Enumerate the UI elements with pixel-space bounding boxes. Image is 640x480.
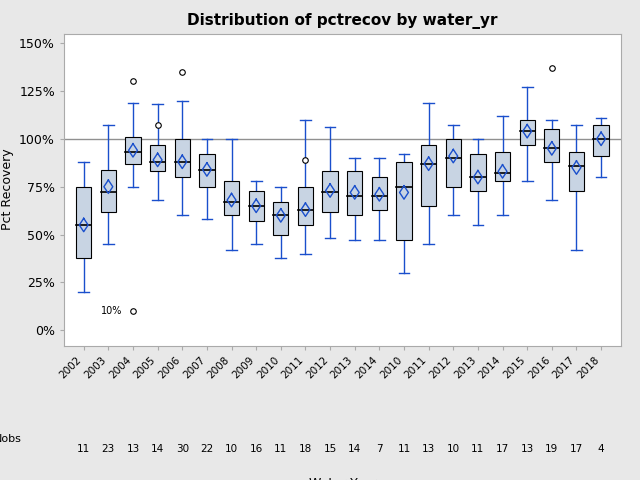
Bar bbox=[396, 162, 412, 240]
Bar bbox=[248, 191, 264, 221]
Bar bbox=[593, 125, 609, 156]
Bar bbox=[544, 129, 559, 162]
Bar bbox=[470, 154, 486, 191]
Bar bbox=[495, 152, 510, 181]
Bar bbox=[421, 144, 436, 206]
Bar bbox=[372, 177, 387, 210]
Bar bbox=[199, 154, 214, 187]
Bar bbox=[569, 152, 584, 191]
Bar bbox=[445, 139, 461, 187]
Title: Distribution of pctrecov by water_yr: Distribution of pctrecov by water_yr bbox=[187, 13, 498, 29]
Bar bbox=[323, 171, 338, 212]
Bar bbox=[224, 181, 239, 216]
Bar bbox=[175, 139, 190, 177]
Bar bbox=[273, 202, 289, 235]
Text: 10%: 10% bbox=[101, 306, 123, 316]
Bar bbox=[347, 171, 362, 216]
Bar bbox=[76, 187, 92, 258]
Bar bbox=[125, 137, 141, 164]
Text: Water Year: Water Year bbox=[308, 477, 376, 480]
Bar bbox=[150, 144, 165, 171]
Bar bbox=[100, 169, 116, 212]
Text: Nobs: Nobs bbox=[0, 434, 22, 444]
Y-axis label: Pct Recovery: Pct Recovery bbox=[1, 149, 13, 230]
Bar bbox=[298, 187, 313, 225]
Bar bbox=[520, 120, 535, 144]
